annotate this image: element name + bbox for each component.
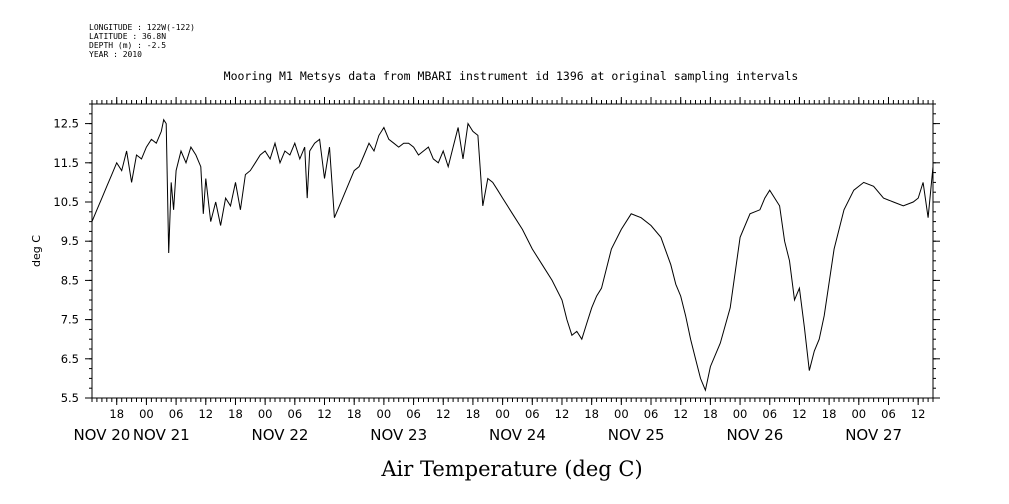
x-hour-label: 06 (288, 407, 303, 421)
y-axis-label: deg C (30, 235, 43, 267)
longitude-text: LONGITUDE : 122W(-122) (89, 23, 195, 32)
x-hour-label: 00 (733, 407, 748, 421)
chart-title: Mooring M1 Metsys data from MBARI instru… (224, 69, 799, 83)
y-tick-label: 10.5 (53, 195, 79, 209)
y-tick-label: 6.5 (61, 352, 79, 366)
x-day-label: NOV 20 (73, 426, 130, 444)
x-hour-label: 12 (673, 407, 688, 421)
x-hour-label: 12 (198, 407, 213, 421)
x-hour-label: 12 (911, 407, 926, 421)
x-axis-title: Air Temperature (deg C) (380, 457, 642, 481)
y-tick-label: 5.5 (61, 391, 79, 405)
x-hour-label: 06 (406, 407, 421, 421)
x-day-label: NOV 22 (252, 426, 309, 444)
x-hour-label: 00 (495, 407, 510, 421)
x-hour-label: 12 (555, 407, 570, 421)
x-hour-label: 18 (228, 407, 243, 421)
x-day-labels: NOV 20 NOV 21 NOV 22 NOV 23 NOV 24 NOV 25 NOV … (73, 426, 902, 444)
year-text: YEAR : 2010 (89, 50, 142, 59)
y-tick-labels: 5.5 6.5 7.5 8.5 9.5 10.5 11.5 12.5 (53, 117, 79, 405)
x-hour-label: 18 (822, 407, 837, 421)
x-hour-label: 00 (377, 407, 392, 421)
x-hour-label: 18 (703, 407, 718, 421)
x-hour-label: 18 (584, 407, 599, 421)
x-hour-labels: 18 00 06 12 18 00 06 12 18 00 06 12 18 00 06 12 18 00 06 12… (109, 407, 925, 421)
x-day-label: NOV 21 (133, 426, 190, 444)
x-hour-label: 00 (851, 407, 866, 421)
x-hour-label: 06 (644, 407, 659, 421)
y-tick-label: 12.5 (53, 117, 79, 131)
x-hour-label: 06 (525, 407, 540, 421)
latitude-text: LATITUDE : 36.8N (89, 32, 166, 41)
x-day-label: NOV 27 (845, 426, 902, 444)
x-hour-label: 18 (347, 407, 362, 421)
x-hour-label: 06 (881, 407, 896, 421)
x-hour-label: 12 (436, 407, 451, 421)
y-tick-label: 7.5 (61, 313, 79, 327)
air-temperature-line (91, 118, 934, 392)
x-hour-label: 18 (109, 407, 124, 421)
y-tick-label: 8.5 (61, 273, 79, 287)
plot-frame (91, 103, 934, 399)
x-hour-label: 12 (792, 407, 807, 421)
minor-ticks (89, 100, 936, 402)
x-day-label: NOV 24 (489, 426, 546, 444)
x-hour-label: 18 (466, 407, 481, 421)
x-day-label: NOV 26 (726, 426, 783, 444)
x-hour-label: 00 (139, 407, 154, 421)
x-day-label: NOV 23 (370, 426, 427, 444)
x-hour-label: 00 (258, 407, 273, 421)
x-hour-label: 06 (169, 407, 184, 421)
y-tick-label: 9.5 (61, 234, 79, 248)
major-ticks (85, 97, 940, 405)
x-hour-label: 12 (317, 407, 332, 421)
y-tick-label: 11.5 (53, 156, 79, 170)
x-day-label: NOV 25 (608, 426, 665, 444)
x-hour-label: 00 (614, 407, 629, 421)
depth-text: DEPTH (m) : -2.5 (89, 41, 166, 50)
x-hour-label: 06 (762, 407, 777, 421)
